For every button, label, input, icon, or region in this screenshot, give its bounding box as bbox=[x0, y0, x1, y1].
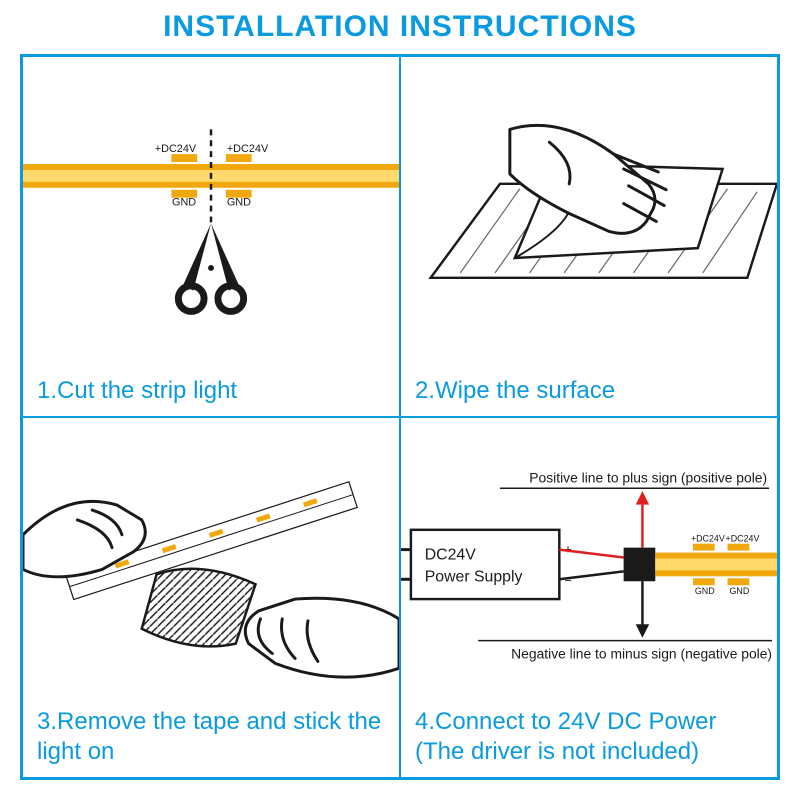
panel-3-caption: 3.Remove the tape and stick the light on bbox=[23, 701, 399, 777]
connector-icon bbox=[624, 548, 656, 582]
panel-4: DC24V Power Supply + − bbox=[400, 417, 778, 778]
panel-3-illustration bbox=[23, 418, 399, 701]
arrow-negative-icon bbox=[636, 581, 648, 636]
backing-tape-icon bbox=[142, 569, 256, 647]
page-title: INSTALLATION INSTRUCTIONS bbox=[20, 10, 780, 44]
panel-4-illustration: DC24V Power Supply + − bbox=[401, 418, 777, 701]
scissors-icon bbox=[178, 223, 243, 311]
label-gnd-2: GND bbox=[730, 586, 750, 596]
arrow-positive-icon bbox=[636, 492, 648, 547]
label-dc24v-1: +DC24V bbox=[691, 534, 725, 544]
svg-text:+: + bbox=[564, 542, 572, 557]
label-dc24v-right: +DC24V bbox=[227, 143, 269, 155]
label-gnd-left: GND bbox=[172, 197, 196, 209]
right-hand-icon bbox=[245, 598, 399, 677]
label-gnd-right: GND bbox=[227, 197, 251, 209]
panel-4-caption: 4.Connect to 24V DC Power (The driver is… bbox=[401, 701, 777, 777]
psu-label-line2: Power Supply bbox=[425, 568, 523, 585]
negative-label: Negative line to minus sign (negative po… bbox=[511, 645, 772, 661]
panel-2-caption: 2.Wipe the surface bbox=[401, 370, 777, 416]
panel-3: 3.Remove the tape and stick the light on bbox=[22, 417, 400, 778]
panel-1-illustration: +DC24V +DC24V GND GND bbox=[23, 57, 399, 370]
steps-grid: +DC24V +DC24V GND GND 1.Cut bbox=[20, 54, 780, 780]
panel-2: 2.Wipe the surface bbox=[400, 56, 778, 417]
svg-text:−: − bbox=[564, 573, 572, 588]
label-gnd-1: GND bbox=[695, 586, 715, 596]
led-strip-right-icon bbox=[655, 544, 777, 586]
label-dc24v-2: +DC24V bbox=[726, 534, 760, 544]
panel-1-caption: 1.Cut the strip light bbox=[23, 370, 399, 416]
panel-2-illustration bbox=[401, 57, 777, 370]
panel-1: +DC24V +DC24V GND GND 1.Cut bbox=[22, 56, 400, 417]
power-supply-icon: DC24V Power Supply + − bbox=[401, 530, 572, 599]
psu-label-line1: DC24V bbox=[425, 547, 476, 564]
label-dc24v-left: +DC24V bbox=[155, 143, 197, 155]
positive-label: Positive line to plus sign (positive pol… bbox=[529, 469, 767, 485]
